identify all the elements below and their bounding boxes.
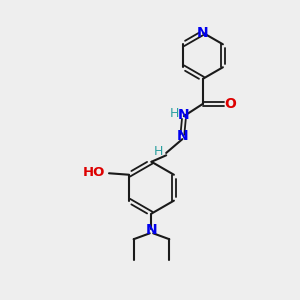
Text: H: H bbox=[170, 107, 179, 120]
Text: H: H bbox=[153, 145, 163, 158]
Text: N: N bbox=[178, 108, 189, 122]
Text: N: N bbox=[146, 224, 157, 237]
Text: O: O bbox=[225, 97, 237, 111]
Text: N: N bbox=[177, 129, 188, 143]
Text: HO: HO bbox=[83, 166, 106, 179]
Text: N: N bbox=[197, 26, 209, 40]
